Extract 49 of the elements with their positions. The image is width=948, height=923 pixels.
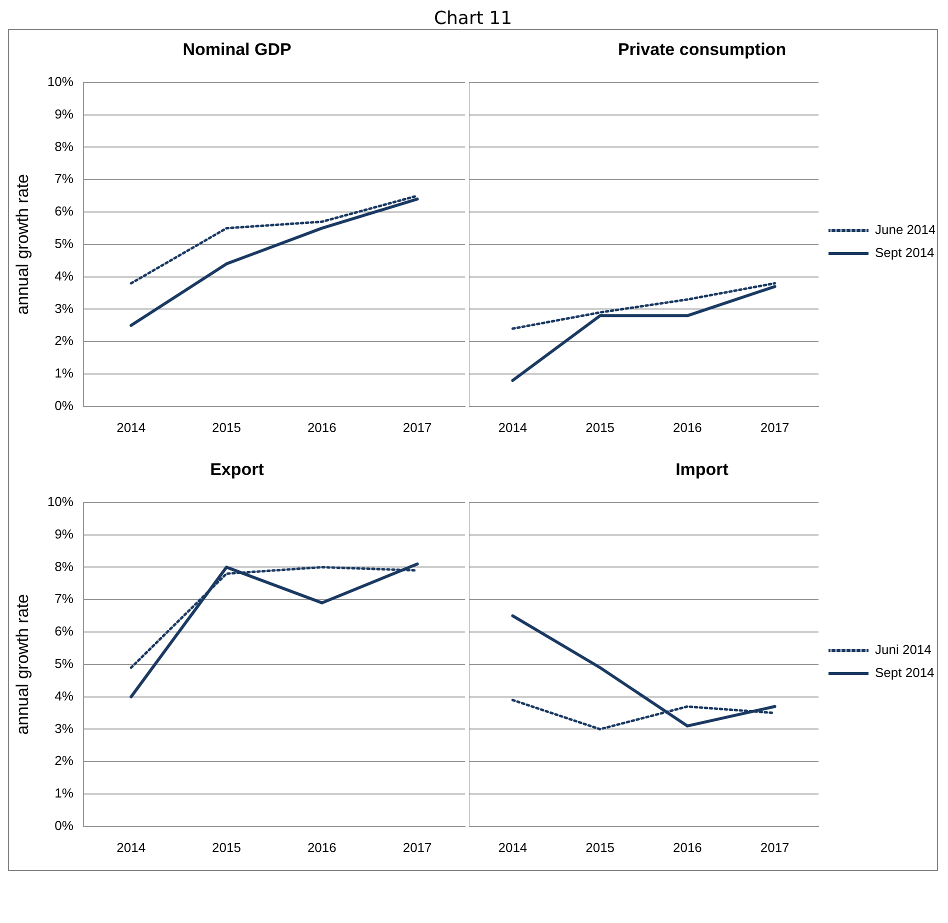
y-tick-label: 5% (54, 656, 74, 671)
y-tick-label: 1% (54, 366, 74, 381)
y-tick-label: 7% (54, 171, 74, 186)
y-tick-label: 4% (54, 688, 74, 704)
x-tick-label: 2017 (402, 840, 432, 855)
y-tick-label: 3% (54, 720, 74, 736)
y-axis-title: annual growth rate (12, 594, 32, 735)
y-tick-label: 1% (54, 786, 74, 801)
x-tick-label: 2016 (307, 840, 336, 855)
chart-title: Nominal GDP (182, 40, 292, 59)
y-tick-label: 10% (47, 74, 74, 89)
y-tick-label: 6% (54, 624, 74, 639)
y-tick-label: 7% (54, 591, 74, 606)
x-tick-label: 2016 (672, 840, 702, 855)
x-tick-label: 2017 (760, 420, 790, 435)
x-tick-label: 2017 (760, 840, 790, 855)
chart-title: Import (676, 460, 729, 479)
x-tick-label: 2016 (672, 420, 702, 435)
x-tick-label: 2015 (212, 420, 241, 435)
x-tick-label: 2015 (212, 840, 241, 855)
x-tick-label: 2016 (307, 420, 336, 435)
caption: Chart 11 (432, 8, 514, 29)
y-tick-label: 2% (54, 333, 74, 348)
y-tick-label: 0% (54, 398, 74, 413)
chart-title: Private consumption (618, 40, 786, 59)
y-tick-label: 9% (54, 526, 74, 542)
y-tick-label: 10% (47, 494, 74, 509)
legend-label: Juni 2014 (875, 642, 932, 658)
y-tick-label: 3% (54, 300, 74, 316)
legend-label: Sept 2014 (875, 665, 934, 680)
x-tick-label: 2017 (402, 420, 432, 435)
y-tick-label: 9% (54, 106, 74, 122)
y-tick-label: 8% (54, 138, 74, 154)
legend-label: Sept 2014 (875, 245, 934, 260)
x-tick-label: 2014 (498, 840, 528, 855)
x-tick-label: 2015 (586, 840, 615, 855)
x-tick-label: 2014 (116, 840, 146, 855)
y-tick-label: 0% (54, 818, 74, 833)
legend-label: June 2014 (875, 222, 936, 238)
y-axis-title: annual growth rate (12, 174, 32, 315)
y-tick-label: 5% (54, 236, 74, 251)
chart-title: Export (210, 460, 264, 479)
x-tick-label: 2015 (586, 420, 615, 435)
y-tick-label: 6% (54, 204, 74, 219)
y-tick-label: 4% (54, 268, 74, 284)
y-tick-label: 2% (54, 753, 74, 768)
y-tick-label: 8% (54, 558, 74, 574)
x-tick-label: 2014 (498, 420, 528, 435)
x-tick-label: 2014 (116, 420, 146, 435)
